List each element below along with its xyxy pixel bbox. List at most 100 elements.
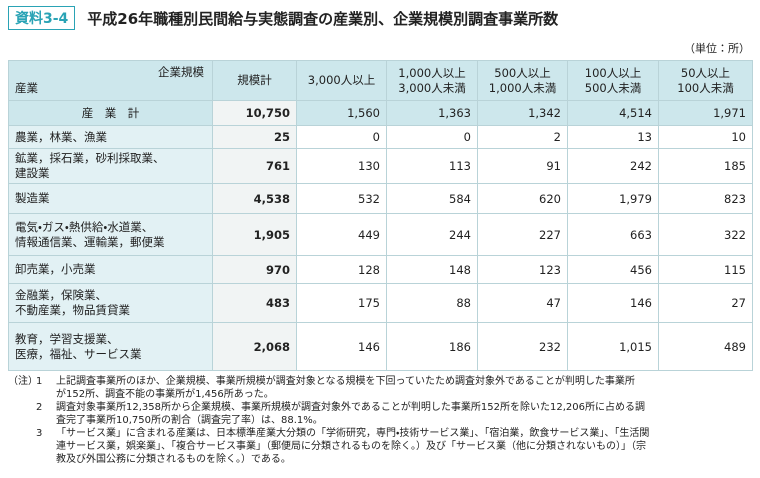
header: 資料3-4 平成26年職種別民間給与実態調査の産業別、企業規模別調査事業所数 [8, 6, 558, 30]
cell: 620 [477, 183, 568, 214]
line: 金融業，保険業、 [15, 288, 107, 302]
cell: 128 [296, 255, 387, 284]
row-label: 電気・ガス・熱供給・水道業、 情報通信業、運輸業，郵便業 [8, 213, 213, 256]
cell: 13 [567, 125, 659, 149]
note: 2 調査対象事業所12,358所から企業規模、事業所規模が調査対象外であることが判… [8, 402, 754, 427]
cell: 244 [386, 213, 478, 256]
column-header: 500人以上 1,000人未満 [477, 60, 568, 101]
line: 規模計 [237, 73, 272, 87]
cell: 584 [386, 183, 478, 214]
line: 「サービス業」に含まれる産業は、日本標準産業大分類の「学術研究，専門・技術サービ… [56, 428, 650, 440]
line: 調査対象事業所12,358所から企業規模、事業所規模が調査対象外であることが判明… [56, 402, 645, 414]
line: 電気・ガス・熱供給・水道業、 [15, 219, 154, 234]
cell: 186 [386, 322, 478, 371]
line: 50人以上 [680, 65, 731, 80]
line: 不動産業，物品賃貸業 [15, 303, 130, 317]
cell: 148 [386, 255, 478, 284]
cell: 175 [296, 283, 387, 323]
line: 製造業 [15, 191, 50, 205]
line: 500人未満 [584, 80, 642, 95]
line: 1,000人以上 [398, 65, 466, 80]
cell: 25 [212, 125, 297, 149]
row: 産 業 計 10,750 1,560 1,363 1,342 4,514 1,971 [8, 100, 753, 126]
table: 企業規模 産業 規模計 3,000人以上 1,000人以上 3,000人未満 500人以… [8, 60, 753, 371]
cell: 1,979 [567, 183, 659, 214]
line: 3,000人未満 [398, 80, 466, 95]
corner-cell: 企業規模 産業 [8, 60, 213, 101]
row: 卸売業，小売業 970 128 148 123 456 115 [8, 255, 753, 284]
title: 平成26年職種別民間給与実態調査の産業別、企業規模別調査事業所数 [87, 9, 559, 28]
row-label: 金融業，保険業、 不動産業，物品賃貸業 [8, 283, 213, 323]
cell: 232 [477, 322, 568, 371]
cell: 146 [296, 322, 387, 371]
cell: 91 [477, 148, 568, 184]
line: 連サービス業，娯楽業」、「複合サービス事業」（郵便局に分類されるものを除く。）及… [56, 440, 646, 452]
line: 100人未満 [677, 80, 734, 95]
line: 上記調査事業所のほか、企業規模、事業所規模が調査対象となる規模を下回っていたため… [56, 376, 635, 387]
note-label [8, 402, 36, 427]
note-label: （注） [8, 376, 38, 387]
line: 100人以上 [584, 65, 642, 80]
row-label: 農業，林業、漁業 [8, 125, 213, 149]
unit: （単位：所） [684, 42, 750, 55]
row: 鉱業，採石業，砂利採取業、 建設業 761 130 113 91 242 185 [8, 148, 753, 184]
cell: 227 [477, 213, 568, 256]
row: 教育，学習支援業、 医療，福祉、サービス業 2,068 146 186 232 1,015 4… [8, 322, 753, 371]
notes: （注） 1 上記調査事業所のほか、企業規模、事業所規模が調査対象となる規模を下回って… [8, 376, 754, 467]
note-number: 1 [36, 376, 43, 387]
cell: 0 [386, 125, 478, 149]
cell: 322 [658, 213, 753, 256]
cell: 970 [212, 255, 297, 284]
line: 教育，学習支援業、 [15, 331, 119, 346]
column-header: 規模計 [212, 60, 297, 101]
cell: 0 [296, 125, 387, 149]
line: 産 業 計 [81, 105, 140, 120]
line: 鉱業，採石業，砂利採取業、 [15, 151, 165, 165]
note-text: 上記調査事業所のほか、企業規模、事業所規模が調査対象となる規模を下回っていたため… [56, 376, 635, 401]
note-number: 2 [36, 402, 43, 414]
line: 500人以上 [494, 65, 551, 80]
cell: 27 [658, 283, 753, 323]
cell: 2 [477, 125, 568, 149]
cell: 4,514 [567, 100, 659, 126]
line: 1,000人未満 [488, 80, 557, 95]
header-row: 企業規模 産業 規模計 3,000人以上 1,000人以上 3,000人未満 500人以… [8, 60, 753, 101]
line: 情報通信業、運輸業，郵便業 [15, 234, 165, 249]
column-header: 50人以上 100人未満 [658, 60, 753, 101]
column-header: 3,000人以上 [296, 60, 387, 101]
note-number: 3 [36, 428, 43, 440]
row: 製造業 4,538 532 584 620 1,979 823 [8, 183, 753, 214]
row-label: 卸売業，小売業 [8, 255, 213, 284]
cell: 2,068 [212, 322, 297, 371]
row-label: 鉱業，採石業，砂利採取業、 建設業 [8, 148, 213, 184]
note-text: 調査対象事業所12,358所から企業規模、事業所規模が調査対象外であることが判明… [56, 402, 645, 427]
cell: 1,971 [658, 100, 753, 126]
cell: 1,342 [477, 100, 568, 126]
cell: 823 [658, 183, 753, 214]
cell: 532 [296, 183, 387, 214]
cell: 1,015 [567, 322, 659, 371]
row: 農業，林業、漁業 25 0 0 2 13 10 [8, 125, 753, 149]
corner-bottom: 産業 [15, 81, 38, 95]
note: 3 「サービス業」に含まれる産業は、日本標準産業大分類の「学術研究，専門・技術サー… [8, 428, 754, 466]
cell: 4,538 [212, 183, 297, 214]
line: 医療，福祉、サービス業 [15, 346, 142, 361]
cell: 88 [386, 283, 478, 323]
corner-top: 企業規模 [158, 65, 204, 79]
cell: 115 [658, 255, 753, 284]
cell: 10 [658, 125, 753, 149]
cell: 449 [296, 213, 387, 256]
line: 3,000人以上 [307, 73, 376, 87]
cell: 663 [567, 213, 659, 256]
row-label: 産 業 計 [8, 100, 213, 126]
cell: 10,750 [212, 100, 297, 126]
row-label: 教育，学習支援業、 医療，福祉、サービス業 [8, 322, 213, 371]
cell: 130 [296, 148, 387, 184]
line: 教及び外国公務に分類されるものを除く。）である。 [56, 453, 291, 465]
line: 農業，林業、漁業 [15, 129, 107, 144]
cell: 761 [212, 148, 297, 184]
column-header: 100人以上 500人未満 [567, 60, 659, 101]
column-header: 1,000人以上 3,000人未満 [386, 60, 478, 101]
cell: 47 [477, 283, 568, 323]
